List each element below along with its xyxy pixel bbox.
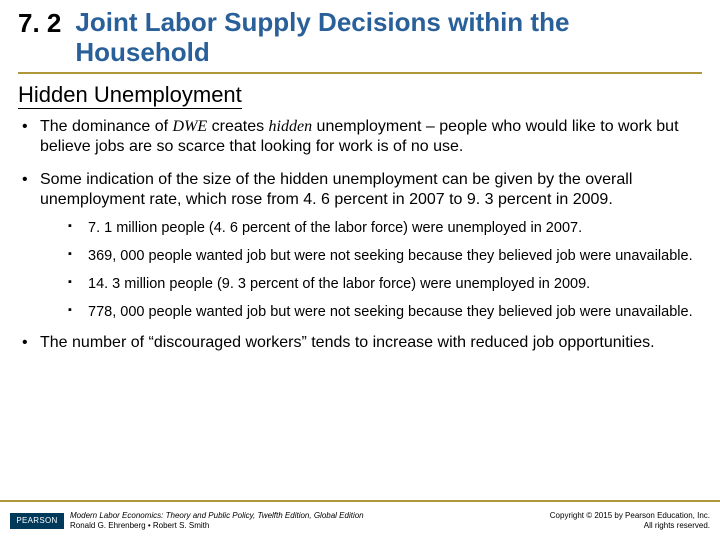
footer-book-authors: Ronald G. Ehrenberg • Robert S. Smith	[70, 521, 364, 531]
footer-left: PEARSON Modern Labor Economics: Theory a…	[10, 511, 364, 530]
section-number: 7. 2	[18, 8, 61, 39]
sub-bullet-item: 14. 3 million people (9. 3 percent of th…	[68, 275, 702, 293]
bullet-text-em: DWE	[173, 118, 208, 135]
sub-bullet-item: 7. 1 million people (4. 6 percent of the…	[68, 219, 702, 237]
sub-bullet-item: 778, 000 people wanted job but were not …	[68, 303, 702, 321]
bullet-item: The dominance of DWE creates hidden unem…	[18, 117, 702, 158]
sub-bullet-list: 7. 1 million people (4. 6 percent of the…	[40, 219, 702, 322]
bullet-text-em: hidden	[269, 118, 313, 135]
bullet-text-part: creates	[207, 118, 268, 135]
bullet-text-part: The dominance of	[40, 118, 173, 135]
footer-book-title: Modern Labor Economics: Theory and Publi…	[70, 511, 364, 521]
footer-book-info: Modern Labor Economics: Theory and Publi…	[70, 511, 364, 530]
bullet-text: The number of “discouraged workers” tend…	[40, 334, 655, 351]
subheading: Hidden Unemployment	[18, 82, 242, 109]
slide-header: 7. 2 Joint Labor Supply Decisions within…	[18, 8, 702, 74]
slide: 7. 2 Joint Labor Supply Decisions within…	[0, 0, 720, 540]
pearson-logo: PEARSON	[10, 513, 64, 529]
footer-rights: All rights reserved.	[550, 521, 710, 531]
body-content: The dominance of DWE creates hidden unem…	[18, 117, 702, 354]
bullet-item: Some indication of the size of the hidde…	[18, 170, 702, 321]
bullet-text: Some indication of the size of the hidde…	[40, 171, 632, 208]
footer: PEARSON Modern Labor Economics: Theory a…	[0, 502, 720, 540]
footer-copyright: Copyright © 2015 by Pearson Education, I…	[550, 511, 710, 521]
bullet-list: The dominance of DWE creates hidden unem…	[18, 117, 702, 354]
section-title: Joint Labor Supply Decisions within the …	[75, 8, 702, 68]
bullet-item: The number of “discouraged workers” tend…	[18, 333, 702, 353]
footer-right: Copyright © 2015 by Pearson Education, I…	[550, 511, 710, 530]
sub-bullet-item: 369, 000 people wanted job but were not …	[68, 247, 702, 265]
